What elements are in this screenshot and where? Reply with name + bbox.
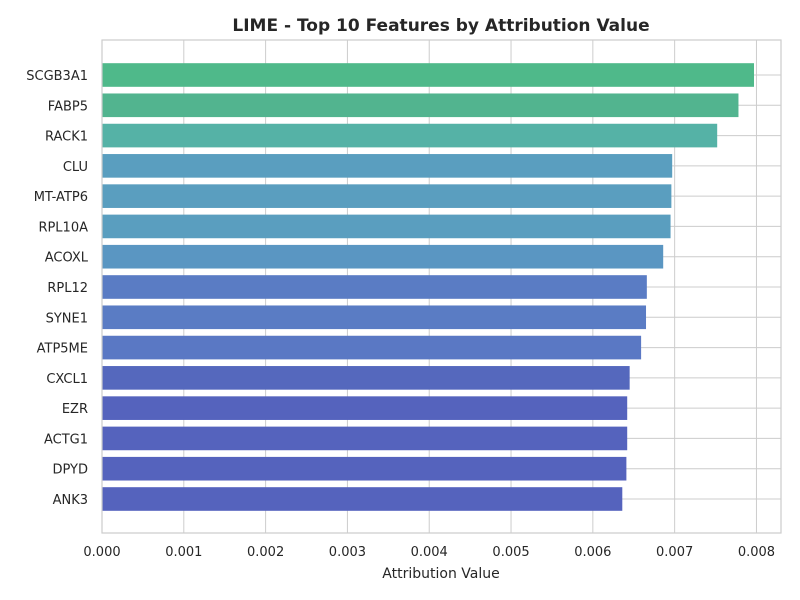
- bar-acoxl: [102, 244, 664, 269]
- bar-rpl10a: [102, 214, 671, 239]
- bar-scgb3a1: [102, 63, 755, 87]
- y-tick-label: MT-ATP6: [34, 190, 88, 205]
- bar-cxcl1: [102, 366, 630, 390]
- y-tick-label: CLU: [63, 160, 88, 175]
- y-tick-labels: SCGB3A1 FABP5 RACK1 CLU MT-ATP6 RPL10A ACOXL RP…: [26, 69, 89, 508]
- x-tick-label: 0.003: [329, 545, 366, 560]
- y-tick-label: RPL10A: [38, 220, 88, 235]
- bar-mt-atp6: [102, 184, 672, 208]
- y-tick-label: RACK1: [45, 130, 88, 145]
- bar-ank3: [102, 487, 623, 511]
- y-tick-label: ACTG1: [44, 432, 88, 447]
- x-tick-label: 0.004: [411, 545, 448, 560]
- x-tick-label: 0.005: [492, 545, 529, 560]
- bar-dpyd: [102, 456, 627, 481]
- plot-frame: [101, 39, 782, 534]
- y-tick-label: DPYD: [52, 463, 88, 478]
- y-tick-label: ATP5ME: [37, 342, 88, 357]
- chart-title: LIME - Top 10 Features by Attribution Va…: [232, 16, 649, 36]
- y-tick-label: EZR: [62, 402, 88, 417]
- bar-rpl12: [102, 275, 647, 299]
- x-axis-label: Attribution Value: [382, 566, 499, 582]
- bars: [102, 63, 755, 511]
- x-tick-label: 0.000: [83, 545, 120, 560]
- x-tick-label: 0.007: [656, 545, 693, 560]
- x-tick-labels: 0.000 0.001 0.002 0.003 0.004 0.005 0.006 0.007…: [83, 545, 775, 560]
- y-tick-label: ANK3: [53, 493, 88, 508]
- bar-syne1: [102, 305, 647, 330]
- x-tick-label: 0.001: [165, 545, 202, 560]
- x-tick-label: 0.006: [574, 545, 611, 560]
- x-tick-label: 0.002: [247, 545, 284, 560]
- y-tick-label: FABP5: [48, 99, 88, 114]
- y-tick-label: RPL12: [47, 281, 88, 296]
- y-tick-label: SCGB3A1: [26, 69, 88, 84]
- x-tick-label: 0.008: [738, 545, 775, 560]
- bar-actg1: [102, 426, 628, 451]
- bar-fabp5: [102, 93, 739, 118]
- bar-atp5me: [102, 335, 642, 360]
- bar-clu: [102, 154, 673, 178]
- y-tick-label: SYNE1: [46, 311, 88, 326]
- bar-rack1: [102, 123, 718, 148]
- y-tick-label: ACOXL: [45, 251, 89, 266]
- bar-ezr: [102, 396, 628, 420]
- y-tick-label: CXCL1: [46, 372, 88, 387]
